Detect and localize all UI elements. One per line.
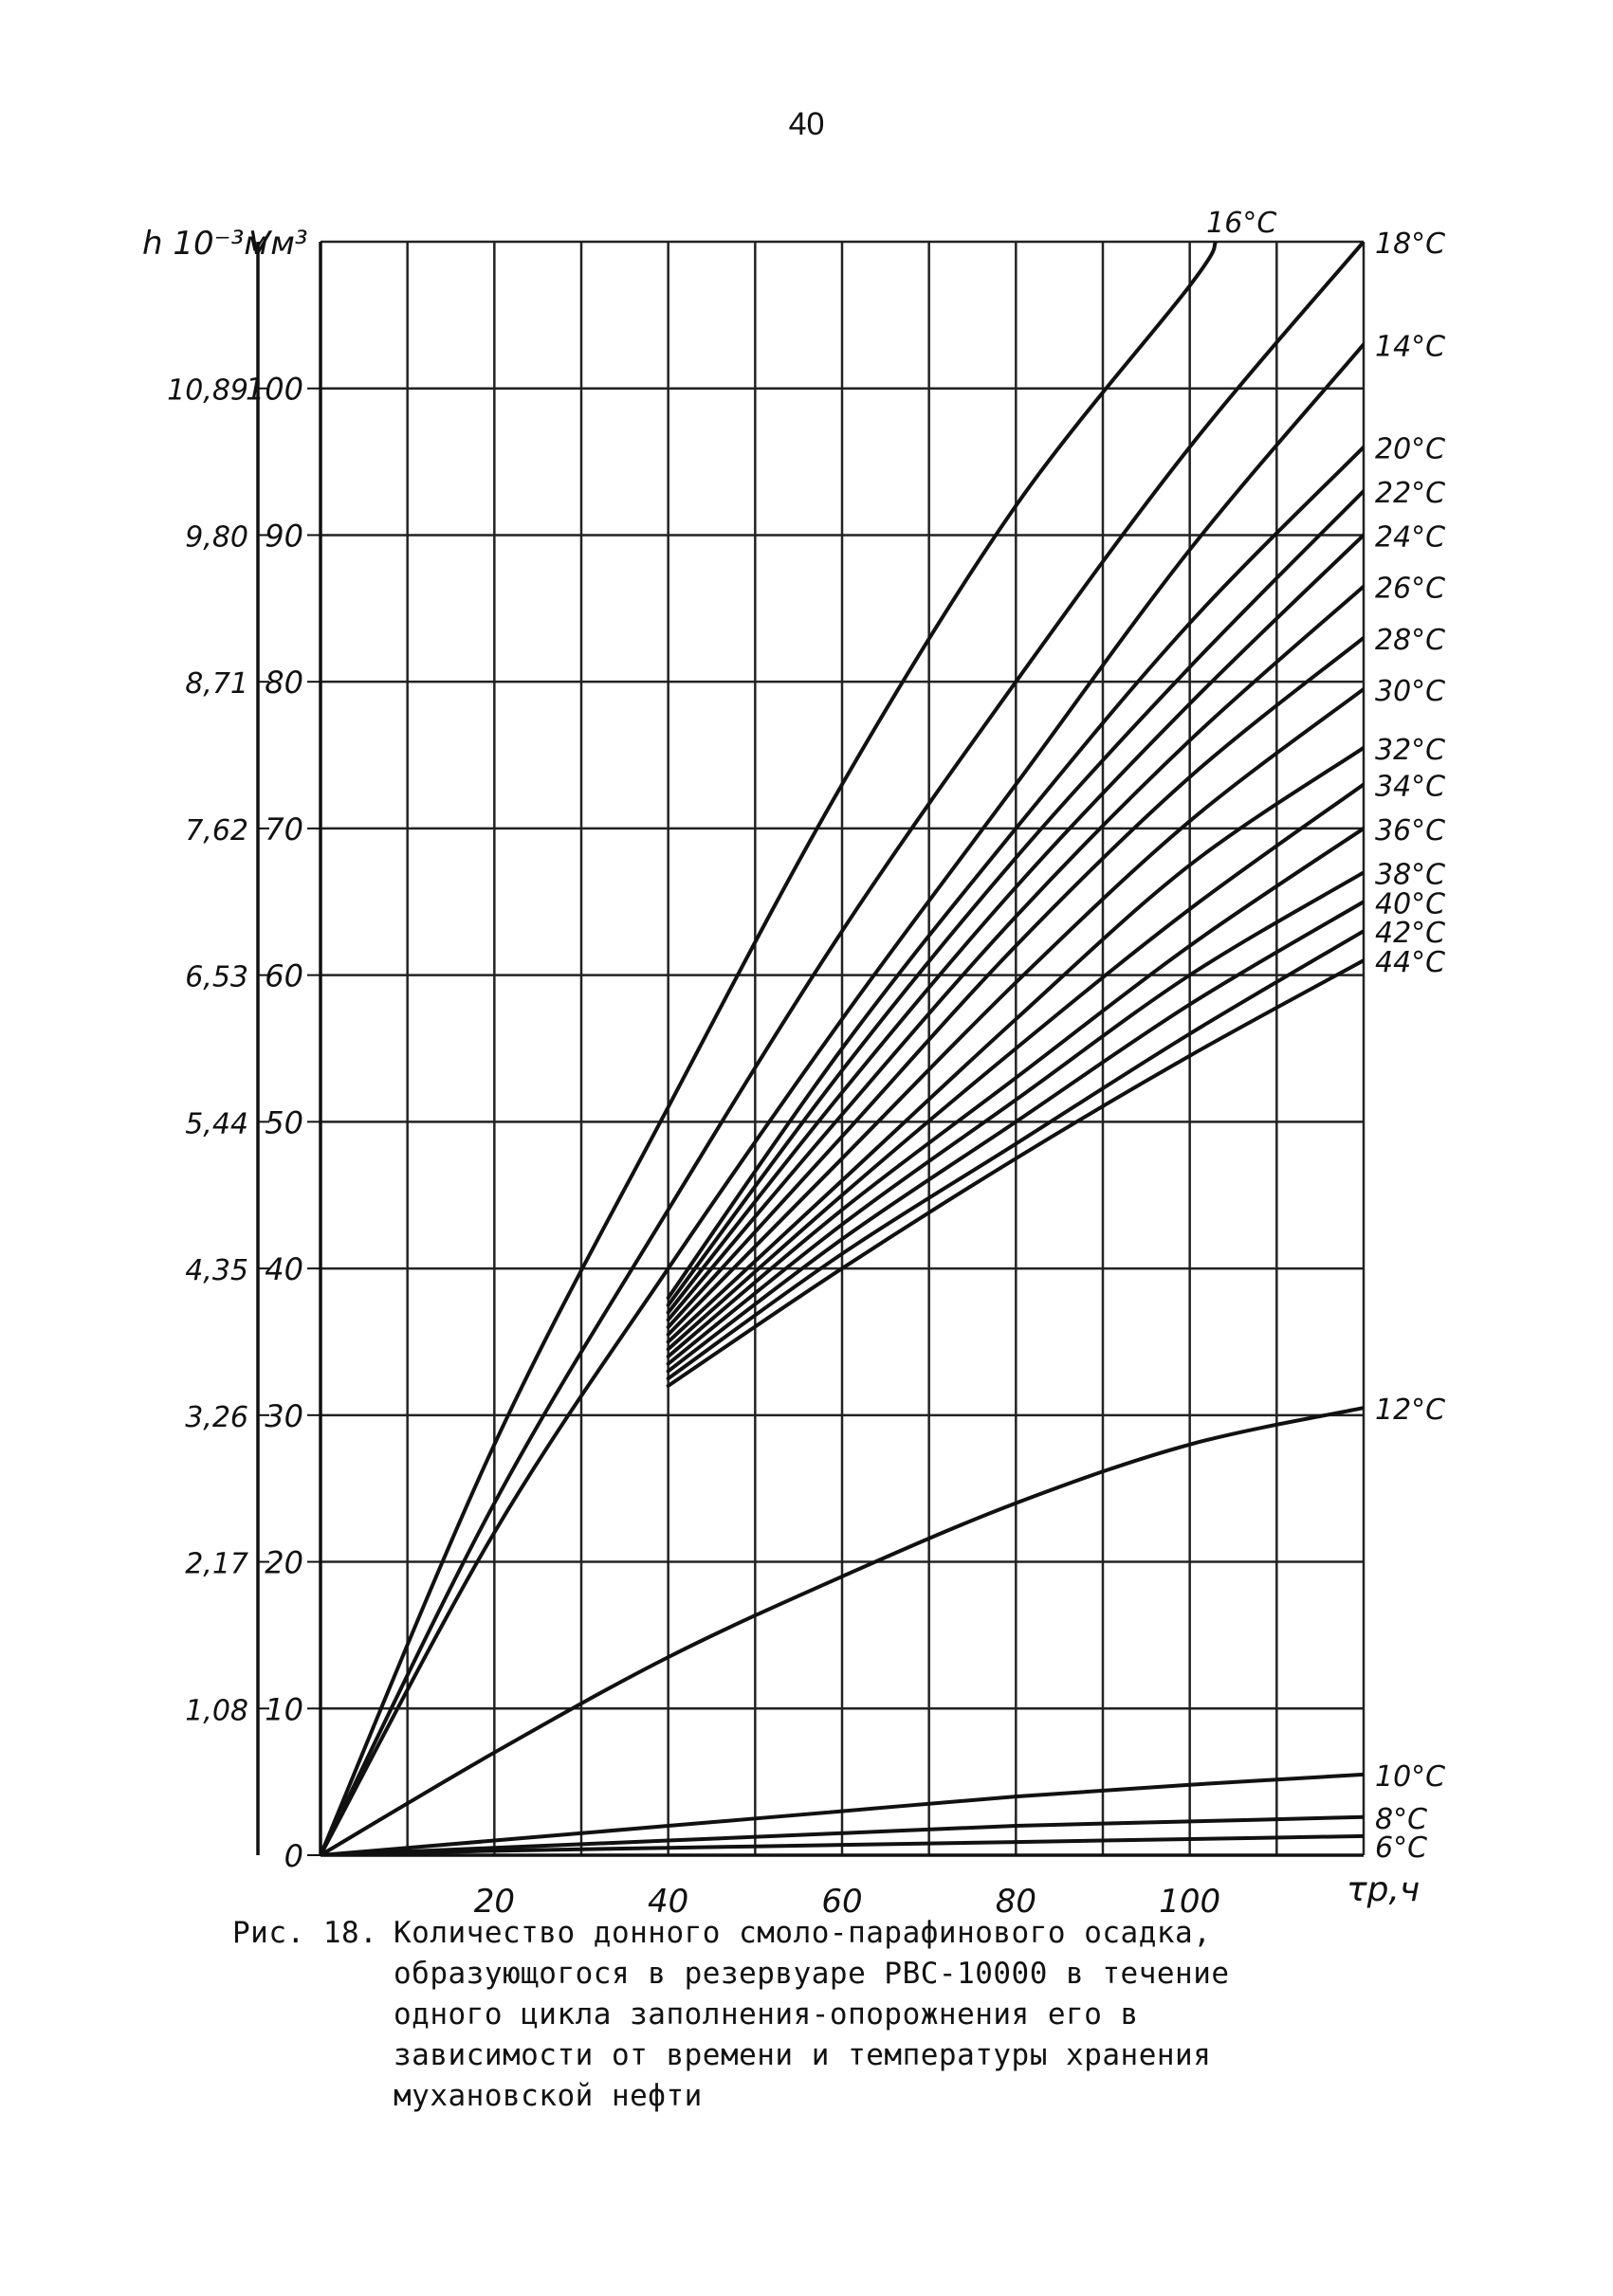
series-line-12c [321,1406,1364,1855]
series-label-34c: 34°C [1375,770,1445,803]
series-line-40c [666,900,1364,1374]
y-secondary-tick-label: 2,17 [185,1548,248,1581]
series-line-22c [666,489,1364,1307]
y-secondary-tick-label: 7,62 [185,814,248,847]
series-label-16c: 16°C [1206,207,1276,240]
y-secondary-tick-label: 9,80 [185,520,248,554]
caption-line: образующогося в резервуаре РВС-10000 в т… [394,1957,1230,1991]
series-label-10c: 10°C [1375,1760,1445,1794]
y-secondary-axis-label: h 10⁻³м [142,225,268,263]
series-line-14c [321,342,1364,1855]
series-label-24c: 24°C [1375,520,1445,554]
series-line-44c [666,958,1364,1388]
x-tick-label: 40 [648,1883,688,1921]
y-secondary-tick-label: 1,08 [185,1694,248,1727]
caption-prefix: Рис. 18. [232,1916,378,1950]
series-line-38c [666,870,1364,1366]
y-secondary-tick-label: 10,89 [167,374,248,408]
series-label-20c: 20°C [1375,433,1445,466]
caption-line: мухановской нефти [394,2079,703,2113]
figure-caption: Рис. 18. Количество донного смоло-парафин… [232,1913,1465,2117]
series-label-42c: 42°C [1375,917,1445,950]
series-label-40c: 40°C [1375,887,1445,920]
series-line-16c [321,242,1219,1855]
x-axis-label: τр,ч [1347,1870,1420,1909]
series-line-24c [666,533,1364,1315]
series-label-36c: 36°C [1375,814,1445,847]
series-line-28c [666,635,1364,1329]
series-label-22c: 22°C [1375,477,1445,510]
y-tick-label: 40 [265,1251,303,1287]
y-secondary-tick-label: 3,26 [185,1401,248,1434]
y-tick-label: 20 [265,1545,303,1581]
series-label-12c: 12°C [1375,1394,1445,1427]
x-tick-label: 100 [1159,1883,1220,1921]
series-label-32c: 32°C [1375,734,1445,767]
series-label-28c: 28°C [1375,624,1445,657]
series-line-36c [666,826,1364,1358]
y-tick-label: 80 [265,665,303,701]
x-tick-label: 80 [996,1883,1036,1921]
series-line-32c [666,745,1364,1344]
chart-grid [321,240,1366,1855]
page-number: 40 [788,106,825,142]
series-label-26c: 26°C [1375,573,1445,606]
y-tick-label: 70 [265,811,303,847]
series-label-14c: 14°C [1375,330,1445,363]
series-label-38c: 38°C [1375,858,1445,891]
y-tick-label: 30 [265,1398,303,1434]
caption-line: одного цикла заполнения-опорожнения его … [394,1997,1139,2032]
caption-text: Количество донного смоло-парафинового ос… [394,1916,1212,1950]
x-tick-label: 60 [821,1883,862,1921]
y-tick-label: 0 [284,1838,303,1874]
series-label-18c: 18°C [1375,228,1445,261]
series-label-8c: 8°C [1375,1803,1427,1836]
y-secondary-tick-label: 5,44 [185,1107,248,1140]
series-line-34c [666,782,1364,1352]
y-tick-label: 100 [246,372,303,408]
y-tick-label: 10 [265,1691,303,1727]
series-label-6c: 6°C [1375,1831,1427,1865]
series-line-6c [321,1833,1364,1855]
x-tick-label: 20 [474,1883,515,1921]
series-label-44c: 44°C [1375,946,1445,979]
y-tick-label: 60 [265,958,303,994]
series-line-10c [321,1772,1364,1855]
chart-series-labels: 18°C 14°C 20°C 22°C 24°C 26°C 28°C 30°C 32°C34°C… [1206,207,1445,1865]
chart-series [321,242,1364,1855]
y-secondary-tick-label: 6,53 [185,961,248,994]
y-secondary-tick-label: 8,71 [185,667,248,701]
chart-axes [256,242,1364,1857]
series-line-30c [666,686,1364,1337]
y-tick-label: 90 [265,518,303,554]
series-line-8c [321,1814,1364,1855]
chart-tick-labels: 20 40 60 80 100 0 10 20 30 40 50 60 70 80 90 100 1,08 2,1… [167,372,1220,1921]
y-secondary-tick-label: 4,35 [185,1254,248,1287]
caption-line: зависимости от времени и температуры хра… [394,2038,1212,2072]
series-line-20c [666,445,1364,1301]
series-label-30c: 30°C [1375,675,1445,708]
y-tick-label: 50 [265,1104,303,1140]
caption-line: Рис. 18. Количество донного смоло-парафин… [232,1913,1465,1954]
temperature-deposit-chart: 20 40 60 80 100 0 10 20 30 40 50 60 70 80 90 100 1,08 2,1… [142,207,1445,1921]
series-line-18c [321,242,1364,1855]
y-axis-label: Vм³ [248,225,308,263]
series-line-42c [666,929,1364,1381]
series-line-26c [666,584,1364,1322]
